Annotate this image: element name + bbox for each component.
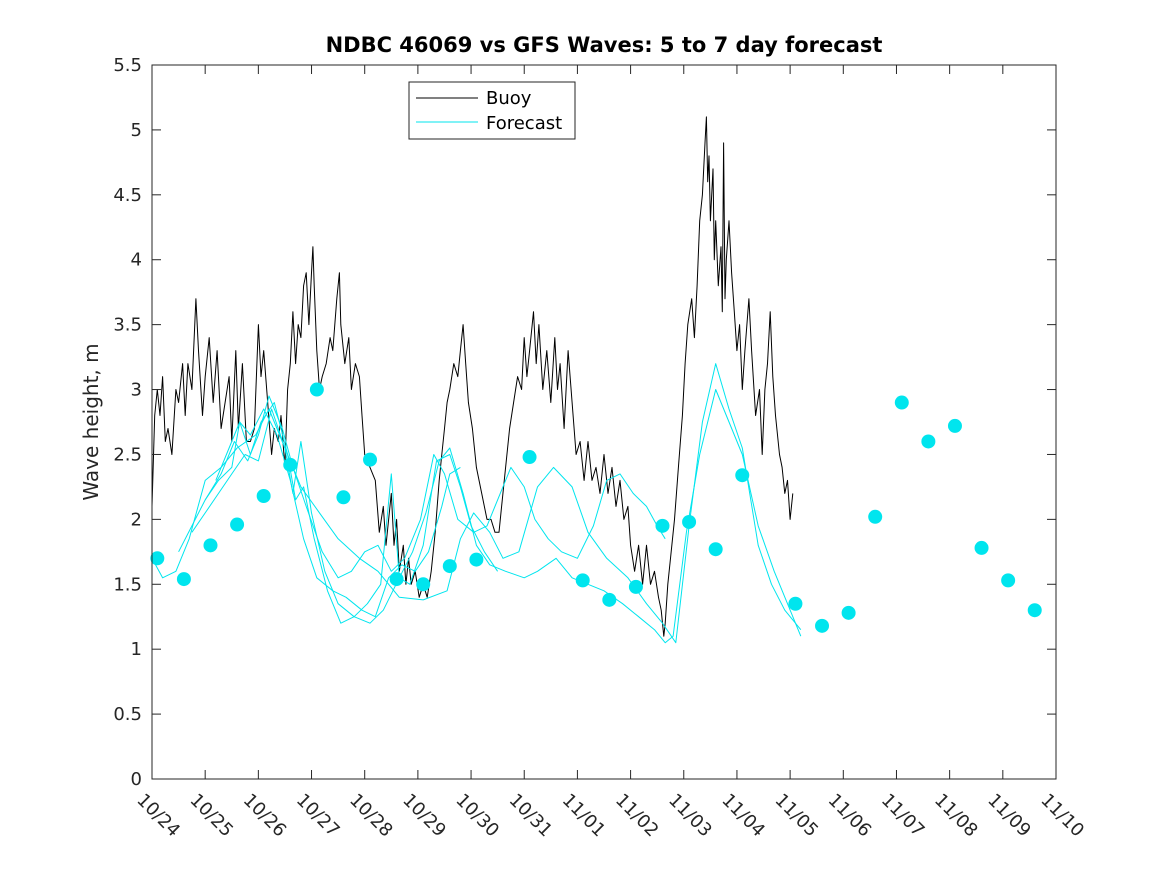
forecast-marker xyxy=(868,509,883,524)
forecast-marker xyxy=(682,514,697,529)
forecast-marker xyxy=(283,457,298,472)
forecast-marker xyxy=(708,542,723,557)
forecast-marker xyxy=(815,618,830,633)
y-tick-label: 0.5 xyxy=(113,704,142,725)
forecast-series-line xyxy=(151,363,802,644)
axes-box xyxy=(151,64,1057,780)
forecast-marker xyxy=(363,452,378,467)
forecast-marker xyxy=(974,540,989,555)
y-tick-label: 3 xyxy=(131,380,142,401)
legend-buoy-label: Buoy xyxy=(486,88,532,109)
forecast-marker xyxy=(628,579,643,594)
forecast-marker xyxy=(602,592,617,607)
chart-title: NDBC 46069 vs GFS Waves: 5 to 7 day fore… xyxy=(326,33,883,57)
buoy-series-line xyxy=(151,116,794,637)
forecast-marker xyxy=(176,572,191,587)
forecast-marker xyxy=(947,418,962,433)
forecast-marker xyxy=(921,434,936,449)
forecast-marker xyxy=(230,517,245,532)
y-tick-label: 2.5 xyxy=(113,444,142,465)
forecast-marker xyxy=(416,577,431,592)
forecast-marker xyxy=(655,518,670,533)
forecast-marker xyxy=(469,552,484,567)
forecast-marker xyxy=(336,490,351,505)
forecast-marker xyxy=(150,551,165,566)
y-tick-label: 1 xyxy=(131,639,142,660)
forecast-marker xyxy=(1001,573,1016,588)
forecast-marker xyxy=(309,382,324,397)
forecast-marker xyxy=(256,488,271,503)
y-tick-label: 4.5 xyxy=(113,185,142,206)
y-tick-label: 1.5 xyxy=(113,574,142,595)
forecast-marker xyxy=(788,596,803,611)
forecast-marker xyxy=(1027,603,1042,618)
legend-box xyxy=(408,81,576,140)
plot-area xyxy=(150,116,1042,644)
y-tick-label: 5 xyxy=(131,120,142,141)
forecast-series-line xyxy=(178,395,666,579)
forecast-marker xyxy=(442,559,457,574)
y-tick-label: 2 xyxy=(131,509,142,530)
forecast-marker xyxy=(389,572,404,587)
y-tick-label: 4 xyxy=(131,250,142,271)
forecast-marker xyxy=(575,573,590,588)
legend-forecast-label: Forecast xyxy=(486,113,562,134)
y-tick-label: 3.5 xyxy=(113,315,142,336)
forecast-marker xyxy=(735,468,750,483)
forecast-marker xyxy=(203,538,218,553)
forecast-series-line xyxy=(204,402,499,624)
legend: Buoy Forecast xyxy=(408,81,576,140)
forecast-marker xyxy=(841,605,856,620)
forecast-series-line xyxy=(215,408,461,618)
y-axis-label: Wave height, m xyxy=(79,343,103,500)
forecast-marker xyxy=(522,450,537,465)
y-tick-label: 0 xyxy=(131,769,142,790)
y-tick-label: 5.5 xyxy=(113,55,142,76)
forecast-marker xyxy=(894,395,909,410)
